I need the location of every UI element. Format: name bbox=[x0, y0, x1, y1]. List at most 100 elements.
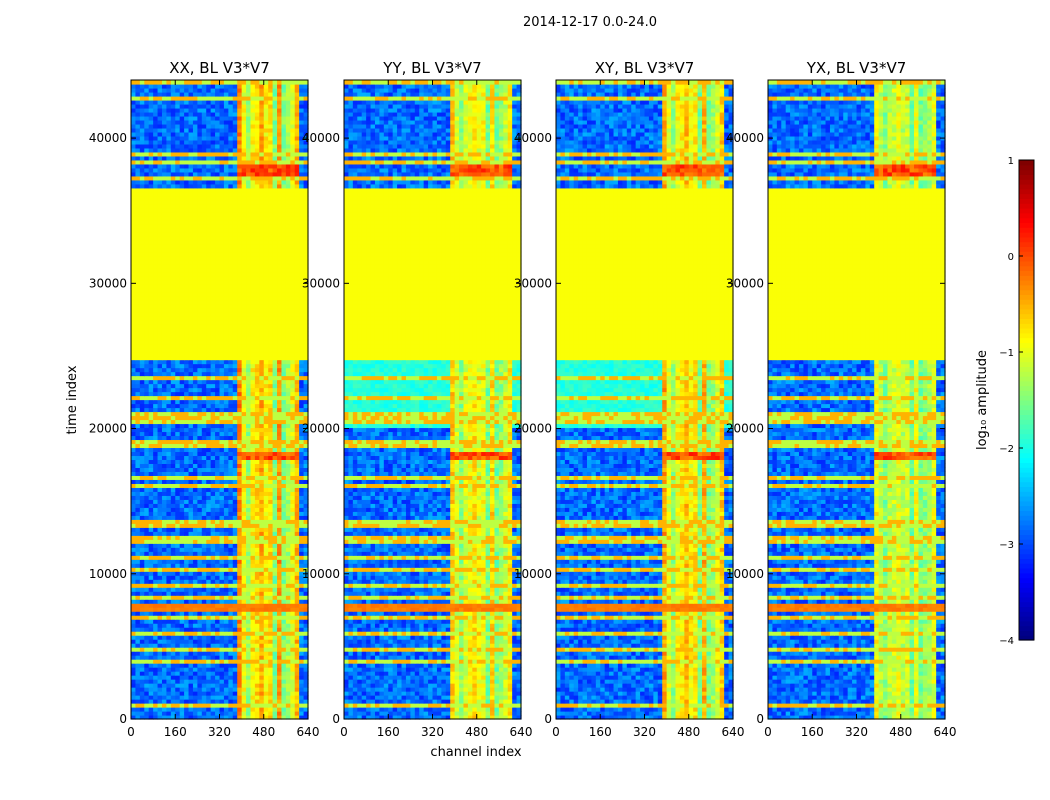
heatmap-cell bbox=[246, 551, 251, 556]
heatmap-cell bbox=[171, 595, 176, 600]
heatmap-cell bbox=[242, 687, 247, 692]
heatmap-cell bbox=[135, 611, 140, 616]
heatmap-cell bbox=[246, 607, 251, 612]
heatmap-cell bbox=[175, 551, 180, 556]
heatmap-cell bbox=[299, 671, 304, 676]
heatmap-cell bbox=[211, 555, 216, 560]
heatmap-cell bbox=[255, 687, 260, 692]
heatmap-cell bbox=[286, 667, 291, 672]
heatmap-cell bbox=[273, 623, 278, 628]
heatmap-cell bbox=[206, 687, 211, 692]
heatmap-cell bbox=[237, 643, 242, 648]
heatmap-cell bbox=[171, 667, 176, 672]
heatmap-cell bbox=[140, 683, 145, 688]
heatmap-cell bbox=[184, 691, 189, 696]
heatmap-cell bbox=[286, 707, 291, 712]
heatmap-cell bbox=[220, 615, 225, 620]
heatmap-cell bbox=[295, 679, 300, 684]
heatmap-cell bbox=[153, 687, 158, 692]
heatmap-cell bbox=[171, 567, 176, 572]
heatmap-cell bbox=[299, 635, 304, 640]
heatmap-cell bbox=[162, 659, 167, 664]
heatmap-cell bbox=[277, 707, 282, 712]
heatmap-cell bbox=[250, 635, 255, 640]
heatmap-cell bbox=[197, 563, 202, 568]
heatmap-cell bbox=[135, 567, 140, 572]
heatmap-cell bbox=[140, 563, 145, 568]
heatmap-cell bbox=[189, 591, 194, 596]
heatmap-cell bbox=[286, 547, 291, 552]
heatmap-cell bbox=[149, 663, 154, 668]
heatmap-cell bbox=[242, 623, 247, 628]
heatmap-cell bbox=[255, 707, 260, 712]
heatmap-cell bbox=[268, 639, 273, 644]
heatmap-cell bbox=[149, 583, 154, 588]
heatmap-cell bbox=[131, 711, 136, 716]
heatmap-cell bbox=[135, 711, 140, 716]
heatmap-cell bbox=[295, 555, 300, 560]
heatmap-cell bbox=[189, 583, 194, 588]
heatmap-cell bbox=[277, 659, 282, 664]
heatmap-cell bbox=[224, 663, 229, 668]
heatmap-cell bbox=[299, 607, 304, 612]
heatmap-cell bbox=[299, 699, 304, 704]
heatmap-cell bbox=[206, 615, 211, 620]
heatmap-cell bbox=[180, 591, 185, 596]
heatmap-cell bbox=[299, 611, 304, 616]
heatmap-cell bbox=[162, 679, 167, 684]
heatmap-cell bbox=[299, 711, 304, 716]
heatmap-cell bbox=[215, 707, 220, 712]
heatmap-cell bbox=[281, 595, 286, 600]
heatmap-cell bbox=[224, 707, 229, 712]
heatmap-cell bbox=[144, 699, 149, 704]
heatmap-cell bbox=[175, 659, 180, 664]
heatmap-cell bbox=[220, 635, 225, 640]
heatmap-cell bbox=[295, 643, 300, 648]
heatmap-cell bbox=[224, 563, 229, 568]
heatmap-cell bbox=[250, 699, 255, 704]
heatmap-cell bbox=[153, 603, 158, 608]
heatmap-cell bbox=[273, 655, 278, 660]
heatmap-cell bbox=[259, 663, 264, 668]
heatmap-cell bbox=[233, 647, 238, 652]
heatmap-cell bbox=[131, 607, 136, 612]
heatmap-cell bbox=[197, 667, 202, 672]
heatmap-cell bbox=[242, 543, 247, 548]
heatmap-cell bbox=[202, 687, 207, 692]
heatmap-cell bbox=[268, 691, 273, 696]
heatmap-cell bbox=[268, 635, 273, 640]
heatmap-cell bbox=[237, 543, 242, 548]
heatmap-cell bbox=[206, 547, 211, 552]
heatmap-cell bbox=[149, 699, 154, 704]
heatmap-cell bbox=[264, 679, 269, 684]
heatmap-cell bbox=[206, 683, 211, 688]
heatmap-cell bbox=[189, 615, 194, 620]
heatmap-cell bbox=[189, 659, 194, 664]
heatmap-cell bbox=[242, 603, 247, 608]
heatmap-cell bbox=[237, 619, 242, 624]
heatmap-cell bbox=[233, 607, 238, 612]
heatmap-cell bbox=[215, 611, 220, 616]
heatmap-cell bbox=[144, 539, 149, 544]
heatmap-cell bbox=[295, 603, 300, 608]
heatmap-cell bbox=[233, 603, 238, 608]
heatmap-cell bbox=[197, 663, 202, 668]
heatmap-cell bbox=[224, 687, 229, 692]
heatmap-cell bbox=[166, 603, 171, 608]
heatmap-cell bbox=[158, 575, 163, 580]
heatmap-cell bbox=[250, 683, 255, 688]
heatmap-cell bbox=[180, 599, 185, 604]
heatmap-cell bbox=[228, 699, 233, 704]
heatmap-cell bbox=[281, 695, 286, 700]
heatmap-cell bbox=[162, 583, 167, 588]
heatmap-cell bbox=[220, 647, 225, 652]
heatmap-cell bbox=[158, 671, 163, 676]
heatmap-cell bbox=[215, 547, 220, 552]
heatmap-cell bbox=[220, 583, 225, 588]
heatmap-cell bbox=[215, 679, 220, 684]
heatmap-cell bbox=[153, 563, 158, 568]
heatmap-cell bbox=[246, 647, 251, 652]
heatmap-cell bbox=[171, 571, 176, 576]
heatmap-cell bbox=[290, 599, 295, 604]
heatmap-cell bbox=[149, 643, 154, 648]
